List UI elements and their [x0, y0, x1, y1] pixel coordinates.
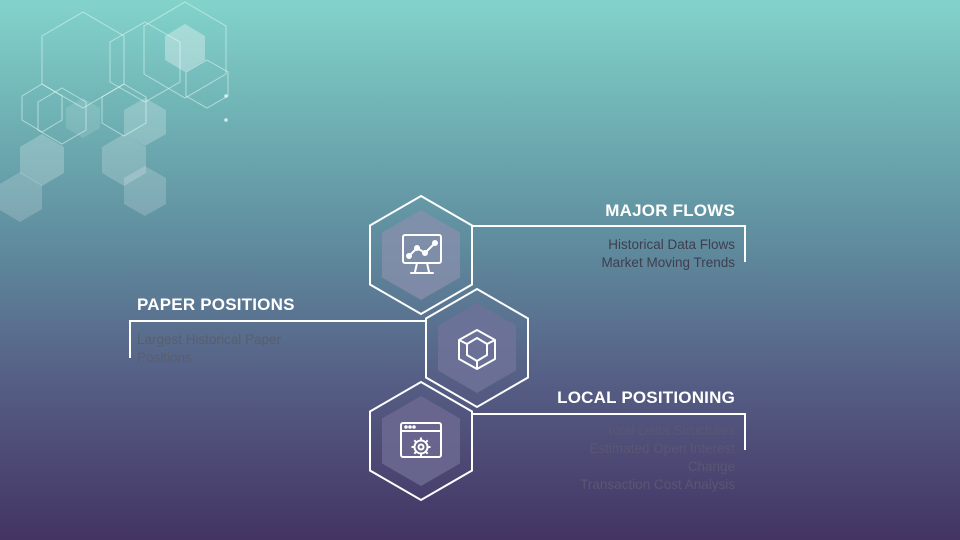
major-flows-title: MAJOR FLOWS — [605, 201, 735, 220]
description-line: Estimated Open Interest — [589, 441, 735, 456]
hexagon-major-flows — [369, 194, 473, 316]
paper-positions-description: Largest Historical Paper Positions — [137, 331, 281, 367]
connector-local-positioning — [472, 413, 746, 450]
description-line: Positions — [137, 350, 192, 365]
description-line: Market Moving Trends — [601, 255, 735, 270]
description-line: Change — [687, 459, 735, 474]
hexagon-paper-positions — [425, 287, 529, 409]
cube-icon — [458, 329, 496, 370]
description-line: Transaction Cost Analysis — [580, 477, 735, 492]
description-line: Largest Historical Paper — [137, 332, 282, 347]
chart-monitor-icon — [402, 234, 442, 274]
major-flows-description: Historical Data Flows Market Moving Tren… — [601, 236, 735, 272]
local-positioning-description: Total Delta Structures Estimated Open In… — [580, 422, 735, 494]
browser-gear-icon — [400, 422, 442, 458]
paper-positions-title: PAPER POSITIONS — [137, 295, 295, 314]
connector-paper-positions — [129, 320, 426, 358]
connector-major-flows — [472, 225, 746, 262]
description-line: Historical Data Flows — [608, 237, 735, 252]
local-positioning-title: LOCAL POSITIONING — [557, 388, 735, 407]
description-line: Total Delta Structures — [605, 423, 735, 438]
